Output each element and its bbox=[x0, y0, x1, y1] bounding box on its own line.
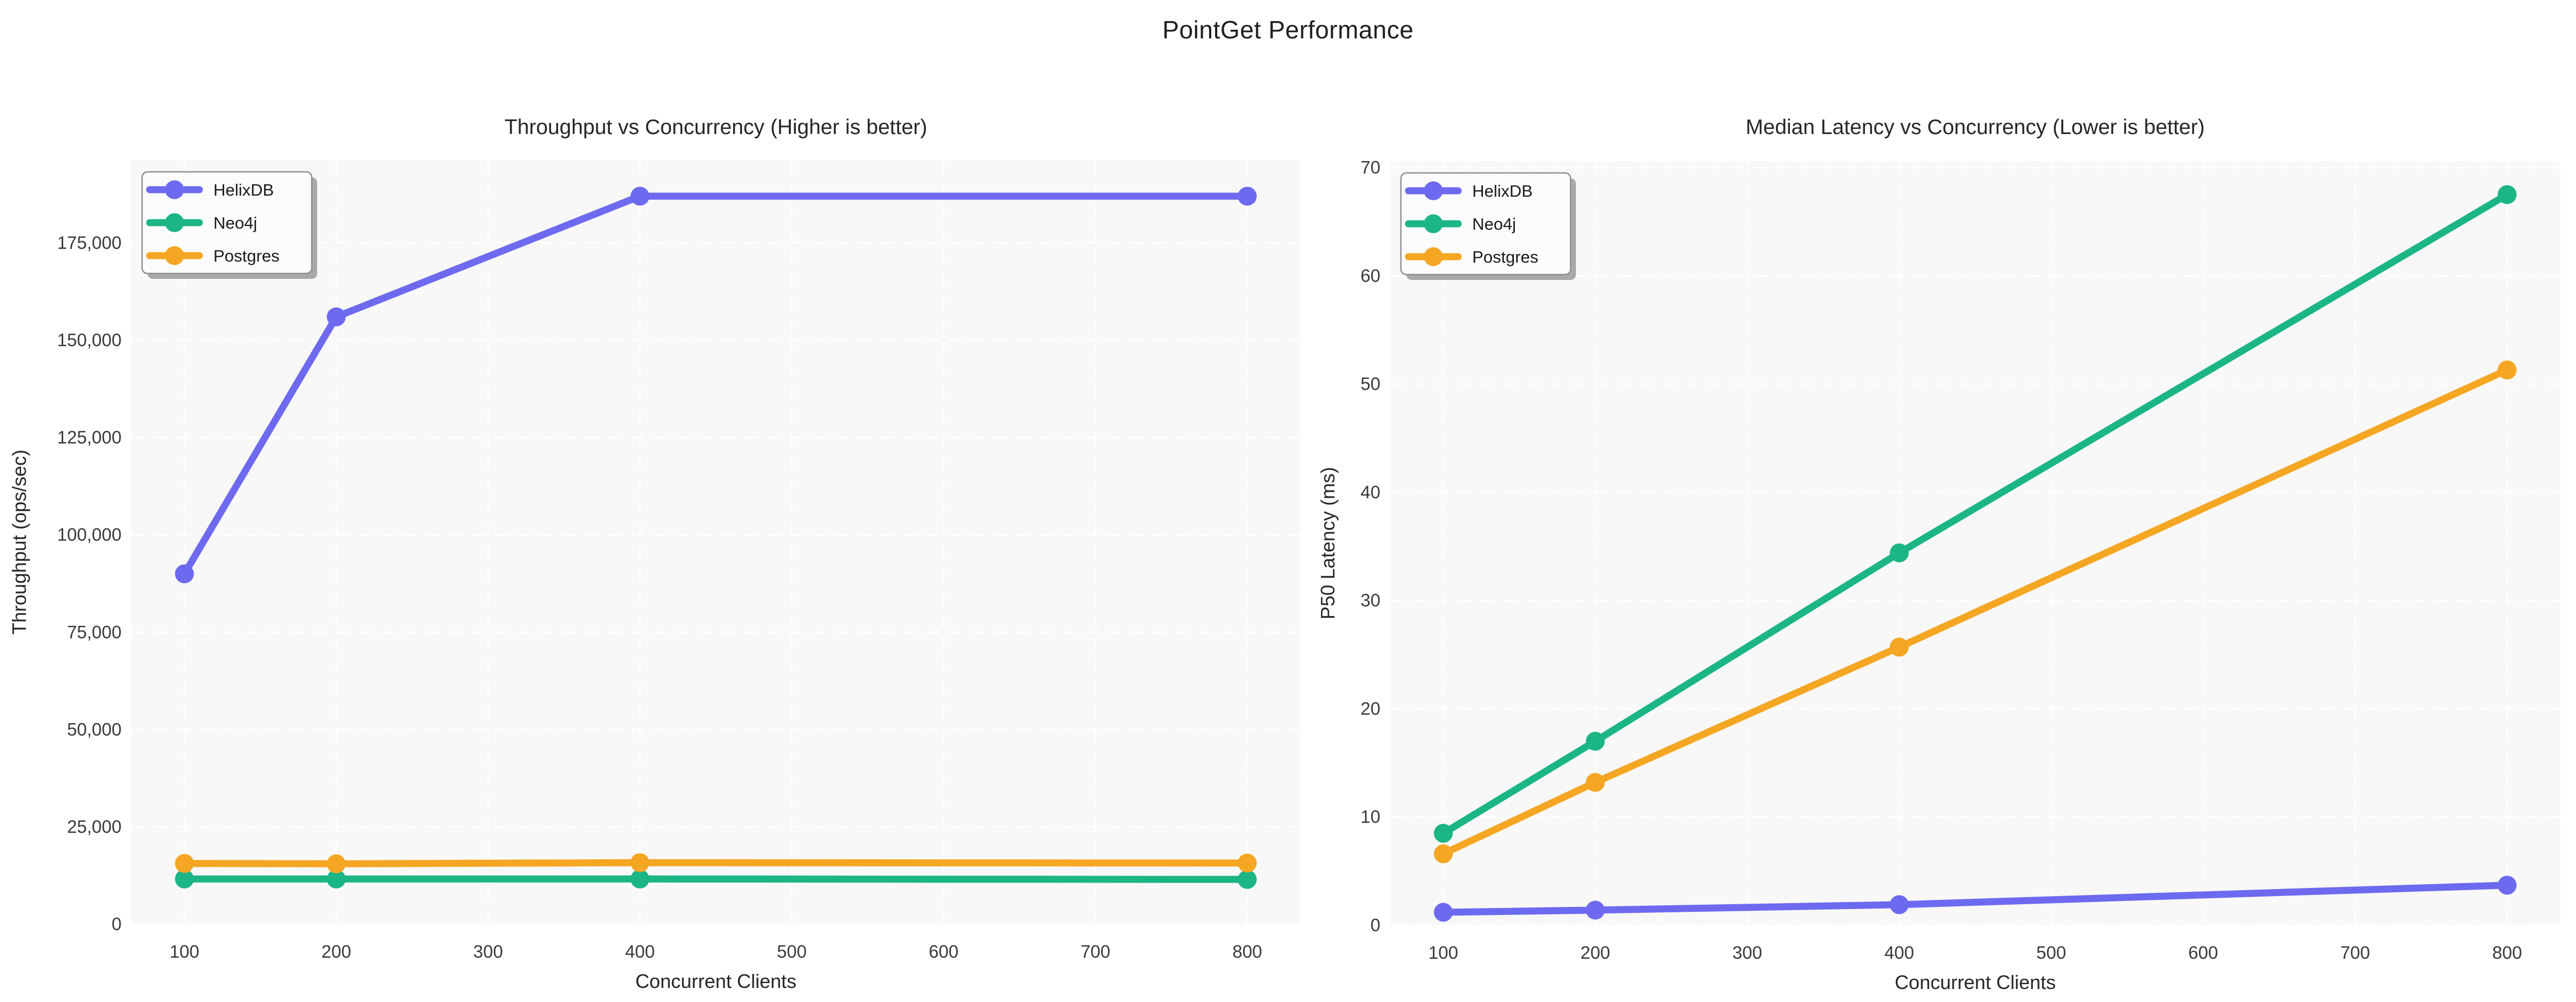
y-tick-label: 25,000 bbox=[67, 817, 122, 837]
data-point-neo4j bbox=[326, 869, 346, 889]
series-line-helixdb bbox=[180, 192, 1251, 578]
y-tick-label: 30 bbox=[1360, 590, 1380, 610]
data-point-helixdb bbox=[630, 186, 649, 206]
legend-label: HelixDB bbox=[213, 181, 274, 199]
legend-marker-dot bbox=[165, 213, 184, 232]
series-line-neo4j bbox=[1440, 191, 2511, 837]
x-tick-label: 700 bbox=[2340, 943, 2370, 963]
legend-box bbox=[141, 171, 313, 275]
data-point-neo4j bbox=[175, 869, 194, 889]
legend-label: Postgres bbox=[1472, 248, 1538, 266]
y-tick-label: 50 bbox=[1360, 374, 1380, 394]
x-tick-label: 800 bbox=[2492, 943, 2522, 963]
y-tick-label: 150,000 bbox=[57, 330, 122, 350]
legend-marker-dot bbox=[1424, 247, 1443, 266]
data-point-helixdb bbox=[1434, 903, 1453, 922]
data-point-postgres bbox=[175, 854, 194, 873]
x-tick-label: 500 bbox=[2036, 943, 2066, 963]
data-point-postgres bbox=[1434, 844, 1453, 864]
data-point-neo4j bbox=[1434, 824, 1453, 843]
data-point-helixdb bbox=[1586, 900, 1605, 920]
legend-item-helixdb: HelixDB bbox=[146, 180, 274, 199]
data-point-neo4j bbox=[1586, 732, 1605, 751]
legend-item-neo4j: Neo4j bbox=[146, 213, 257, 232]
x-axis-title: Concurrent Clients bbox=[635, 970, 796, 992]
gridlines bbox=[1390, 161, 2560, 926]
data-point-postgres bbox=[2498, 360, 2517, 379]
data-point-helixdb bbox=[1889, 895, 1909, 914]
x-tick-label: 600 bbox=[929, 941, 958, 961]
x-tick-label: 700 bbox=[1081, 941, 1110, 961]
legend-label: HelixDB bbox=[1472, 182, 1533, 201]
legend-label: Neo4j bbox=[213, 213, 257, 232]
legend-marker-dot bbox=[165, 180, 184, 199]
data-point-neo4j bbox=[1889, 543, 1909, 563]
data-point-postgres bbox=[326, 854, 346, 873]
legend-marker-dot bbox=[1424, 214, 1443, 233]
series-line-postgres bbox=[180, 859, 1251, 867]
page-title: PointGet Performance bbox=[1162, 16, 1414, 44]
data-point-neo4j bbox=[1238, 870, 1257, 889]
y-tick-label: 75,000 bbox=[67, 622, 122, 642]
legend-item-postgres: Postgres bbox=[1405, 247, 1538, 266]
data-point-helixdb bbox=[2498, 876, 2517, 895]
y-tick-label: 70 bbox=[1360, 157, 1380, 177]
x-axis-title: Concurrent Clients bbox=[1895, 971, 2056, 993]
x-tick-label: 300 bbox=[473, 941, 503, 961]
data-point-helixdb bbox=[175, 564, 194, 584]
data-point-neo4j bbox=[630, 869, 649, 889]
data-point-postgres bbox=[1238, 853, 1257, 873]
data-point-helixdb bbox=[1238, 186, 1257, 206]
legend-marker-dot bbox=[1424, 181, 1443, 201]
y-tick-label: 20 bbox=[1360, 698, 1380, 718]
legend: HelixDB Neo4j Postgres bbox=[1400, 172, 1576, 280]
chart-title: Throughput vs Concurrency (Higher is bet… bbox=[505, 116, 928, 139]
data-point-postgres bbox=[630, 853, 649, 872]
legend-box bbox=[1400, 172, 1572, 276]
y-tick-label: 60 bbox=[1360, 265, 1380, 285]
x-tick-label: 100 bbox=[1428, 943, 1458, 963]
y-axis-title: Throughput (ops/sec) bbox=[8, 450, 30, 634]
y-tick-label: 40 bbox=[1360, 482, 1380, 502]
x-tick-label: 500 bbox=[777, 941, 807, 961]
x-tick-label: 800 bbox=[1232, 941, 1262, 961]
chart-title: Median Latency vs Concurrency (Lower is … bbox=[1746, 116, 2205, 139]
data-point-postgres bbox=[1586, 773, 1605, 792]
legend-item-neo4j: Neo4j bbox=[1405, 214, 1516, 233]
y-tick-label: 50,000 bbox=[67, 719, 122, 739]
data-point-neo4j bbox=[2498, 185, 2517, 204]
y-axis-title: P50 Latency (ms) bbox=[1317, 467, 1339, 619]
x-tick-label: 400 bbox=[1884, 943, 1914, 963]
plot-area bbox=[131, 160, 1300, 924]
series-line-helixdb bbox=[1440, 881, 2511, 916]
x-tick-label: 600 bbox=[2188, 943, 2218, 963]
y-tick-label: 10 bbox=[1360, 807, 1380, 827]
legend-label: Postgres bbox=[213, 246, 279, 265]
legend-item-helixdb: HelixDB bbox=[1405, 181, 1533, 201]
data-point-postgres bbox=[1889, 637, 1909, 657]
throughput-chart: 100 200 300 400 500 600 700 800 Concurrent Clien… bbox=[8, 116, 1300, 992]
series-line-postgres bbox=[1440, 366, 2511, 858]
plot-area bbox=[1390, 161, 2560, 925]
x-tick-label: 200 bbox=[321, 941, 351, 961]
y-tick-label: 0 bbox=[1371, 915, 1380, 935]
y-tick-label: 100,000 bbox=[57, 525, 122, 545]
y-tick-label: 175,000 bbox=[57, 232, 122, 252]
x-tick-label: 300 bbox=[1733, 943, 1762, 963]
legend-marker-dot bbox=[165, 246, 184, 265]
y-tick-label: 0 bbox=[112, 914, 122, 934]
x-tick-label: 100 bbox=[170, 941, 199, 961]
y-tick-label: 125,000 bbox=[57, 427, 122, 447]
x-tick-label: 200 bbox=[1580, 943, 1610, 963]
data-point-helixdb bbox=[326, 307, 346, 326]
legend: HelixDB Neo4j Postgres bbox=[141, 171, 317, 279]
x-tick-label: 400 bbox=[625, 941, 655, 961]
legend-item-postgres: Postgres bbox=[146, 246, 279, 265]
legend-label: Neo4j bbox=[1472, 215, 1516, 233]
